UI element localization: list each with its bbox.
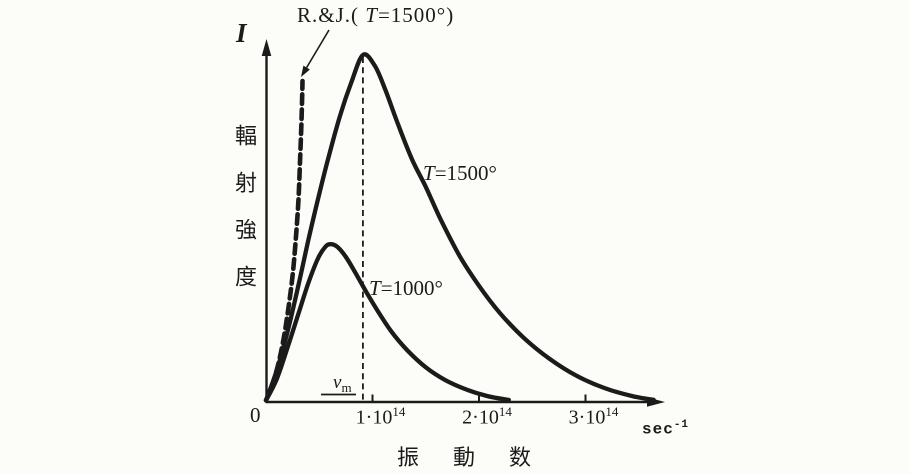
x-tick-0-exponent: 14 [392, 404, 406, 419]
peak-frequency-symbol: ν [333, 372, 342, 393]
x-axis-unit-base: sec [642, 420, 674, 439]
curve-label-t1500-value: =1500° [434, 161, 497, 185]
x-axis-unit-label: sec-1 [642, 419, 689, 438]
x-tick-0-base: 1·10 [355, 406, 393, 429]
x-tick-label-2: 3·1014 [569, 404, 619, 430]
curve-t1000 [263, 241, 511, 403]
curve-label-t1000-value: =1000° [380, 276, 443, 300]
rj-annotation-arrow [305, 29, 330, 69]
x-tick-label-1: 2·1014 [462, 404, 512, 430]
rj-annotation-prefix: R.&J.( [297, 3, 366, 27]
curve-label-t1500: T=1500° [423, 161, 497, 186]
rj-annotation-suffix: =1500°) [377, 3, 455, 27]
rj-annotation-label: R.&J.( T=1500°) [297, 3, 454, 28]
curves-layer [263, 52, 656, 403]
y-axis-symbol: I [236, 18, 247, 48]
curve-label-t1500-var: T [423, 161, 435, 185]
x-axis-label: 振動数 [397, 445, 566, 470]
y-axis-arrowhead-icon [261, 39, 272, 56]
y-axis-label: 輻射強度 [232, 124, 257, 312]
x-axis-origin-label: 0 [250, 403, 261, 427]
x-tick-label-0: 1·1014 [356, 404, 406, 430]
rj-annotation-arrowhead-icon [301, 65, 310, 77]
peak-frequency-label: νm [333, 372, 352, 396]
x-tick-2-exponent: 14 [605, 404, 619, 419]
curve-label-t1000-var: T [369, 276, 381, 300]
curve-label-t1000: T=1000° [369, 276, 443, 301]
curve-t1500 [263, 52, 656, 403]
rj-annotation-variable: T [365, 3, 378, 27]
x-axis-unit-exponent: -1 [673, 419, 690, 431]
x-tick-1-base: 2·10 [462, 406, 499, 429]
x-tick-2-base: 3·10 [568, 406, 606, 429]
curve-rayleigh-jeans [263, 78, 305, 403]
x-tick-1-exponent: 14 [498, 404, 512, 419]
peak-frequency-subscript: m [341, 380, 352, 395]
